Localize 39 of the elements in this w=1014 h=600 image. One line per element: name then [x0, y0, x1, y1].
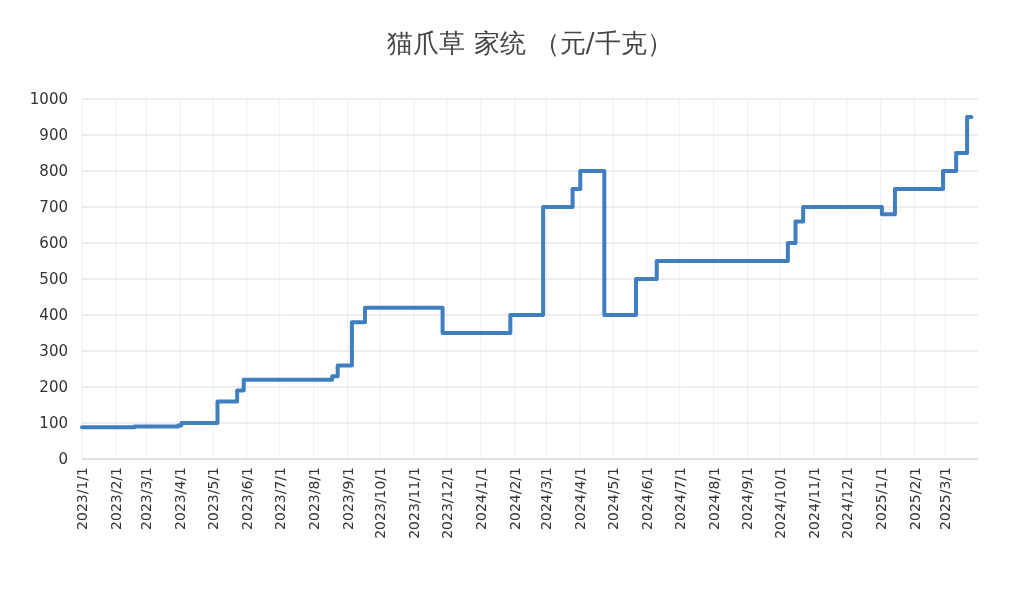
y-tick-label: 1000	[29, 90, 68, 108]
y-tick-label: 200	[39, 378, 68, 396]
x-tick-label: 2023/4/1	[172, 467, 189, 530]
x-tick-label: 2023/9/1	[339, 467, 356, 530]
x-tick-label: 2024/8/1	[705, 467, 722, 530]
x-tick-label: 2023/3/1	[138, 467, 155, 530]
x-tick-label: 2023/7/1	[271, 467, 288, 530]
y-tick-label: 500	[39, 270, 68, 288]
y-tick-label: 400	[39, 306, 68, 324]
x-tick-label: 2023/8/1	[305, 467, 322, 530]
y-tick-label: 600	[39, 234, 68, 252]
x-tick-label: 2025/2/1	[906, 467, 923, 530]
x-tick-label: 2023/6/1	[239, 467, 255, 530]
x-tick-label: 2023/12/1	[438, 467, 455, 539]
x-tick-label: 2025/1/1	[872, 467, 889, 530]
x-tick-label: 2024/12/1	[838, 467, 855, 539]
x-tick-label: 2023/2/1	[107, 467, 124, 530]
y-tick-label: 700	[39, 198, 68, 216]
x-tick-label: 2024/11/1	[806, 467, 823, 539]
y-tick-label: 0	[58, 450, 68, 468]
chart-title: 猫爪草 家统 （元/千克）	[387, 28, 673, 58]
x-tick-label: 2024/10/1	[772, 467, 789, 539]
x-tick-label: 2023/5/1	[205, 467, 222, 530]
y-tick-label: 100	[39, 414, 68, 432]
x-tick-label: 2024/7/1	[671, 467, 688, 530]
x-tick-label: 2024/3/1	[538, 467, 555, 530]
x-tick-label: 2023/1/1	[74, 467, 90, 530]
x-tick-label: 2024/2/1	[506, 467, 523, 530]
x-tick-label: 2024/6/1	[638, 467, 655, 530]
x-tick-label: 2024/5/1	[605, 467, 622, 530]
x-tick-label: 2024/1/1	[472, 467, 489, 530]
y-tick-label: 900	[39, 126, 68, 144]
x-tick-label: 2023/10/1	[372, 467, 389, 539]
x-tick-label: 2024/4/1	[572, 467, 589, 530]
y-tick-label: 800	[39, 162, 68, 180]
x-tick-label: 2025/3/1	[937, 467, 954, 530]
y-tick-label: 300	[39, 342, 68, 360]
x-tick-label: 2023/11/1	[406, 467, 423, 539]
x-tick-label: 2024/9/1	[739, 467, 756, 530]
